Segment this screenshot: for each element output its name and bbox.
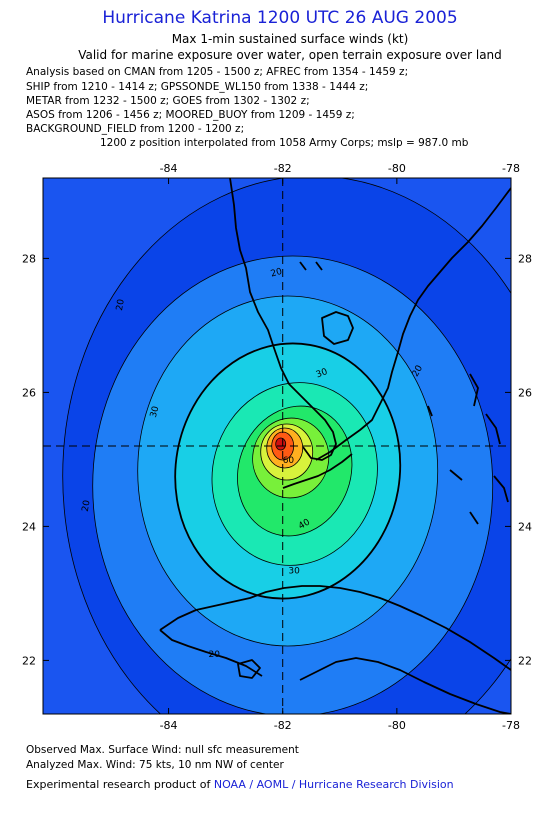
analysis-line: ASOS from 1206 - 1456 z; MOORED_BUOY fro… xyxy=(26,109,355,121)
analysis-line: SHIP from 1210 - 1414 z; GPSSONDE_WL150 … xyxy=(26,81,369,93)
florida-coastline xyxy=(229,178,511,461)
credit-line: Experimental research product of NOAA / … xyxy=(26,778,454,791)
contour-label: 20 xyxy=(115,298,127,311)
contour-label: 30 xyxy=(288,566,300,576)
florida-keys xyxy=(282,453,353,489)
lat-tick-label-left: 24 xyxy=(22,520,36,533)
lat-tick-label-right: 26 xyxy=(518,386,532,399)
contour-label: 20 xyxy=(81,499,93,512)
lon-tick-label-bottom: -82 xyxy=(274,719,292,732)
map-subtitle-exposure: Valid for marine exposure over water, op… xyxy=(78,48,502,62)
coastlines xyxy=(159,178,511,714)
analysis-line: BACKGROUND_FIELD from 1200 - 1200 z; xyxy=(26,123,245,135)
lon-tick-label-top: -84 xyxy=(160,162,178,175)
observed-max-wind: Observed Max. Surface Wind: null sfc mea… xyxy=(26,744,299,756)
lon-tick-label-bottom: -78 xyxy=(502,719,520,732)
cuba-coastline xyxy=(159,585,511,714)
interpolation-note: 1200 z position interpolated from 1058 A… xyxy=(100,137,469,149)
analysis-line: Analysis based on CMAN from 1205 - 1500 … xyxy=(26,66,409,78)
lat-tick-label-right: 24 xyxy=(518,520,532,533)
contour-label: 60 xyxy=(283,456,295,466)
lon-tick-label-top: -78 xyxy=(502,162,520,175)
lat-tick-label-left: 28 xyxy=(22,252,36,265)
contour-label: 30 xyxy=(315,367,329,380)
lon-tick-label-bottom: -84 xyxy=(160,719,178,732)
credit-link[interactable]: NOAA / AOML / Hurricane Research Divisio… xyxy=(213,778,454,791)
map-title: Hurricane Katrina 1200 UTC 26 AUG 2005 xyxy=(102,8,458,28)
analyzed-max-wind: Analyzed Max. Wind: 75 kts, 10 nm NW of … xyxy=(26,759,284,771)
lat-tick-label-left: 26 xyxy=(22,386,36,399)
map-subtitle-units: Max 1-min sustained surface winds (kt) xyxy=(171,32,409,46)
lat-tick-label-right: 28 xyxy=(518,252,532,265)
contour-label: 20 xyxy=(208,650,220,660)
bahamas xyxy=(299,261,509,525)
lake-okeechobee xyxy=(321,311,354,345)
lon-tick-label-bottom: -80 xyxy=(388,719,406,732)
wind-speed-bands xyxy=(62,178,511,714)
contour-label: 30 xyxy=(149,405,162,419)
lon-tick-label-top: -82 xyxy=(274,162,292,175)
lat-tick-label-right: 22 xyxy=(518,654,532,667)
isle-of-youth xyxy=(237,659,261,679)
lon-tick-label-top: -80 xyxy=(388,162,406,175)
wind-band xyxy=(275,437,287,451)
plot-frame xyxy=(42,177,512,715)
lat-tick-label-left: 22 xyxy=(22,654,36,667)
credit-prefix: Experimental research product of xyxy=(26,778,214,791)
analysis-line: METAR from 1232 - 1500 z; GOES from 1302… xyxy=(26,95,310,107)
contour-label: 20 xyxy=(270,267,284,280)
axis-ticks: -84 -84 -82 -82 -80 -80 -78 -78 28 28 26 26 24 24 22 22 xyxy=(22,162,532,732)
